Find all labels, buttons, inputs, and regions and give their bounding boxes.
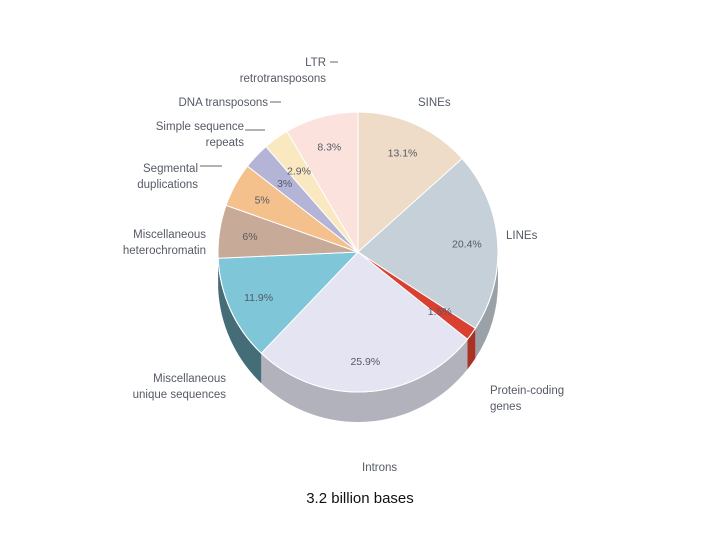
pct-label-ltr-retrotransposons: 8.3% <box>317 142 341 154</box>
pct-label-miscellaneous-unique-sequences: 11.9% <box>244 292 273 304</box>
pct-label-lines: 20.4% <box>452 239 482 251</box>
label-hetero-2: heterochromatin <box>123 245 206 257</box>
label-introns: Introns <box>362 462 397 474</box>
label-ltr-2: retrotransposons <box>240 73 327 85</box>
label-unique-1: Miscellaneous <box>153 373 226 385</box>
pct-label-sines: 13.1% <box>388 147 418 159</box>
pct-label-miscellaneous-heterochromatin: 6% <box>242 231 257 243</box>
label-protein-coding-1: Protein-coding <box>490 385 564 397</box>
label-ssr-2: repeats <box>206 137 245 149</box>
pct-label-dna-transposons: 2.9% <box>287 165 311 177</box>
label-sines: SINEs <box>418 97 451 109</box>
pie-top <box>218 112 498 392</box>
label-segdup-2: duplications <box>137 179 198 191</box>
pct-label-segmental-duplications: 5% <box>255 195 270 207</box>
pct-label-introns: 25.9% <box>350 356 380 368</box>
label-hetero-1: Miscellaneous <box>133 229 206 241</box>
pct-label-simple-sequence-repeats: 3% <box>277 178 292 190</box>
label-segdup-1: Segmental <box>143 163 198 175</box>
label-protein-coding-2: genes <box>490 401 522 413</box>
label-unique-2: unique sequences <box>133 389 227 401</box>
label-ssr-1: Simple sequence <box>156 121 244 133</box>
label-lines: LINEs <box>506 230 538 242</box>
chart-caption: 3.2 billion bases <box>0 490 720 507</box>
label-ltr-1: LTR <box>305 57 326 69</box>
label-dna-transposons: DNA transposons <box>179 97 269 109</box>
pct-label-slice-2: 1.5% <box>428 306 452 318</box>
